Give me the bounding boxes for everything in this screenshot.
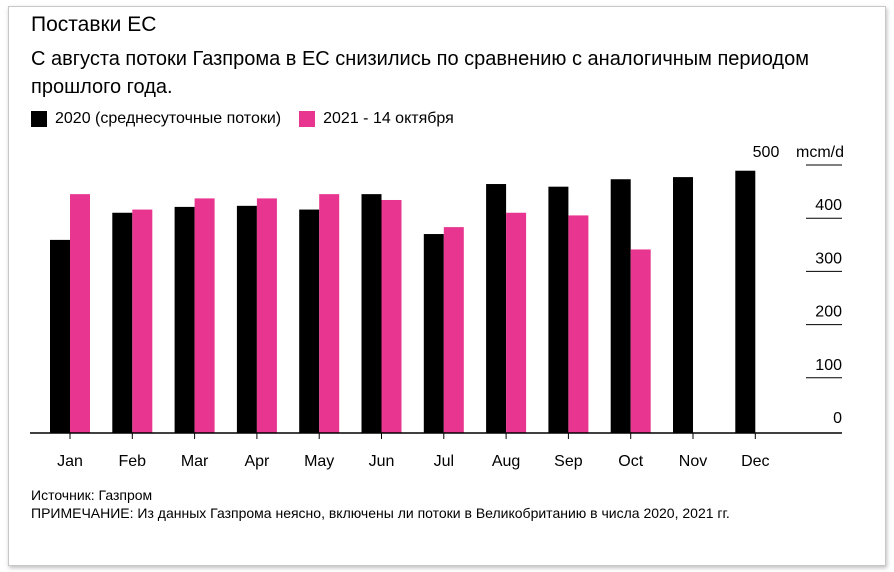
chart-legend: 2020 (среднесуточные потоки) 2021 - 14 о… [31,109,472,129]
bar-jun-series-2 [381,199,402,433]
bar-apr-series-1 [236,205,257,433]
x-tick-label-jul: Jul [434,453,454,470]
source-note: Источник: Газпром [31,487,153,503]
x-tick-label-feb: Feb [119,453,147,470]
x-tick-label-apr: Apr [244,453,270,470]
x-tick-label-jun: Jun [369,453,395,470]
data-note: ПРИМЕЧАНИЕ: Из данных Газпрома неясно, в… [31,505,730,521]
bar-may-series-2 [319,194,340,433]
bar-may-series-1 [299,209,320,433]
legend-swatch-2020 [31,111,47,127]
y-tick-label-100: 100 [815,357,842,374]
bar-jan-series-2 [70,194,90,433]
bar-feb-series-1 [112,212,133,433]
legend-item-2020: 2020 (среднесуточные потоки) [31,109,281,129]
y-tick-label-0: 0 [833,410,842,427]
legend-label-2021: 2021 - 14 октября [323,110,454,127]
bar-feb-series-2 [132,209,153,433]
chart-footer: Источник: Газпром ПРИМЕЧАНИЕ: Из данных … [31,486,871,522]
y-tick-label-200: 200 [815,304,842,321]
y-axis-unit-label: mcm/d [796,144,844,161]
x-tick-label-mar: Mar [181,453,209,470]
y-tick-label-400: 400 [815,197,842,214]
bar-mar-series-2 [194,198,215,433]
bar-apr-series-2 [256,198,277,433]
bar-mar-series-1 [174,206,195,433]
x-tick-label-may: May [304,453,334,470]
bar-aug-series-2 [506,212,527,433]
chart-title: Поставки ЕС [31,13,157,36]
bar-nov-series-1 [673,177,693,433]
legend-item-2021: 2021 - 14 октября [299,109,454,129]
x-tick-label-aug: Aug [492,453,520,470]
x-tick-label-sep: Sep [554,453,583,470]
bar-dec-series-1 [735,170,756,433]
bar-oct-series-2 [630,249,651,433]
bar-oct-series-1 [610,179,631,433]
bar-sep-series-2 [568,215,589,433]
bar-jul-series-2 [443,227,464,433]
bar-jun-series-1 [361,194,382,433]
legend-label-2020: 2020 (среднесуточные потоки) [55,110,282,127]
chart-subtitle: С августа потоки Газпрома в ЕС снизились… [31,48,809,98]
y-tick-label-500: 500 [753,144,780,161]
bar-aug-series-1 [486,184,507,433]
y-tick-label-300: 300 [815,250,842,267]
x-tick-label-jan: Jan [57,453,83,470]
bar-jul-series-1 [423,234,444,433]
x-tick-label-nov: Nov [679,453,707,470]
legend-swatch-2021 [299,111,316,127]
x-tick-label-oct: Oct [618,453,643,470]
x-tick-label-dec: Dec [741,453,769,470]
bar-jan-series-1 [50,239,70,433]
bar-sep-series-1 [548,186,569,433]
